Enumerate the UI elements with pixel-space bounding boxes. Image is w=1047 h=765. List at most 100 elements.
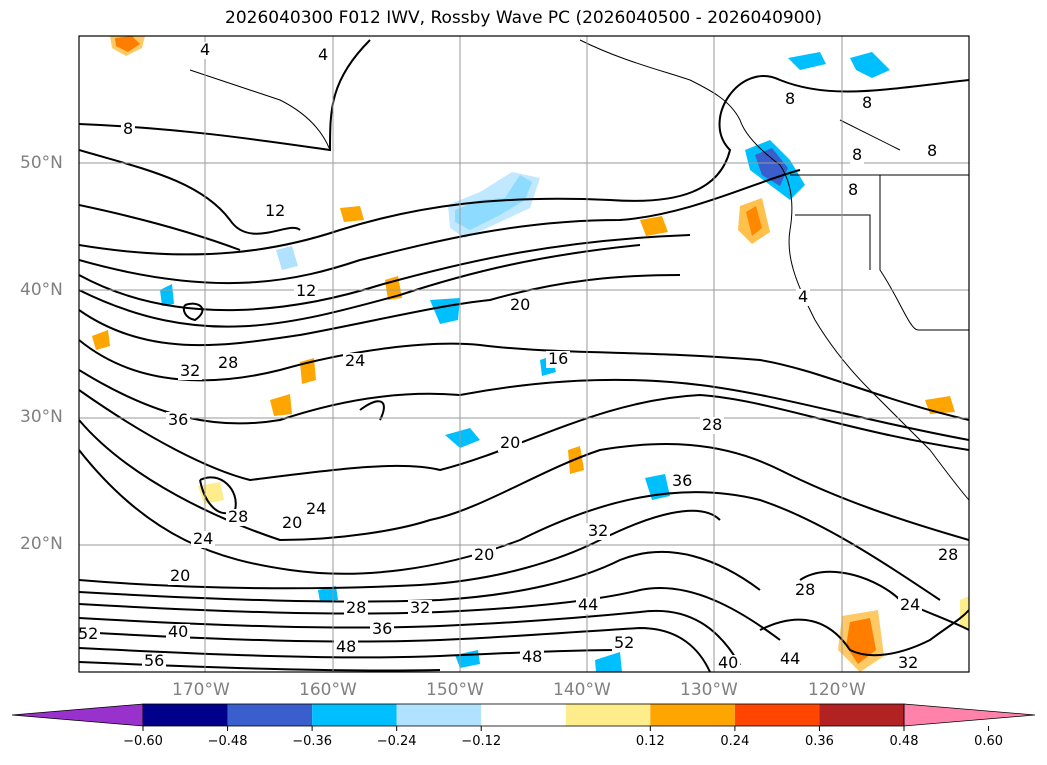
contour-label-bg <box>263 203 287 220</box>
contour-label: 36 <box>372 619 392 638</box>
contour-label: 8 <box>785 89 795 108</box>
contour-label-bg <box>850 147 864 164</box>
colorbar-outline <box>142 703 905 727</box>
contour-label: 20 <box>170 566 190 585</box>
contour-label: 32 <box>588 521 608 540</box>
contour-label-bg <box>508 297 532 314</box>
contour-label: 12 <box>296 281 316 300</box>
anomaly-shading <box>92 36 969 672</box>
contour-label-bg <box>520 649 544 666</box>
contour-label-bg <box>343 353 367 370</box>
contour-label-bg <box>280 515 304 532</box>
contour-label-bg <box>716 655 740 672</box>
contour-label: 32 <box>410 598 430 617</box>
contour-label-bg <box>216 355 240 372</box>
contour-label: 28 <box>218 353 238 372</box>
colorbar-segment <box>481 704 566 726</box>
lon-label-160: 160°W <box>299 680 357 700</box>
contour-label: 8 <box>852 145 862 164</box>
contour-label-bg <box>586 523 610 540</box>
contour-label-bg <box>121 121 135 138</box>
colorbar-tick-label: −0.36 <box>292 734 333 749</box>
colorbar-tick-label: 0.48 <box>889 734 919 749</box>
contour-label: 4 <box>318 45 328 64</box>
contour-label-bg <box>370 621 394 638</box>
contour-label: 40 <box>168 622 188 641</box>
contour-label: 4 <box>798 287 808 306</box>
contour-label-bg <box>191 531 215 548</box>
map-title: 2026040300 F012 IWV, Rossby Wave PC (202… <box>225 8 822 28</box>
contour-label-bg <box>166 412 190 429</box>
contour-label-bg <box>166 624 190 641</box>
lon-label-170: 170°W <box>172 680 230 700</box>
contour-label-bg <box>778 651 802 668</box>
contour-label: 56 <box>144 651 164 670</box>
contour-label: 32 <box>180 361 200 380</box>
contour-label: 28 <box>346 598 366 617</box>
contour-label: 4 <box>200 40 210 59</box>
colorbar-tick-label: −0.60 <box>123 734 163 749</box>
contour-label-bg <box>796 289 810 306</box>
colorbar-tick-label: −0.24 <box>376 734 417 749</box>
contour-label: 8 <box>862 93 872 112</box>
contour-label: 36 <box>672 471 692 490</box>
colorbar-tick-label: −0.12 <box>461 734 502 749</box>
contour-label-bg <box>344 600 368 617</box>
contour-label: 36 <box>168 410 188 429</box>
colorbar-segment <box>312 704 397 726</box>
contour-label-bg <box>304 501 328 518</box>
contour-label: 12 <box>265 201 285 220</box>
contour-label: 24 <box>193 529 213 548</box>
contour-label-bg <box>178 363 202 380</box>
contour-label: 24 <box>306 499 326 518</box>
contour-label: 20 <box>474 545 494 564</box>
lat-label-30: 30°N <box>20 407 63 427</box>
contour-label: 28 <box>702 415 722 434</box>
contour-label-bg <box>936 547 960 564</box>
contour-label: 20 <box>510 295 530 314</box>
contour-label-bg <box>576 597 600 614</box>
contour-label: 52 <box>614 633 634 652</box>
lon-label-140: 140°W <box>553 680 611 700</box>
contour-label-bg <box>142 653 166 670</box>
colorbar <box>11 703 1036 731</box>
colorbar-tick-label: 0.36 <box>804 734 834 749</box>
contour-label-bg <box>896 655 920 672</box>
contour-label-bg <box>226 509 250 526</box>
contour-label-bg <box>79 626 100 643</box>
contour-label: 24 <box>345 351 365 370</box>
contour-label: 28 <box>795 580 815 599</box>
contour-label-bg <box>316 47 330 64</box>
contour-label: 8 <box>848 180 858 199</box>
contour-label-bg <box>198 42 212 59</box>
lat-label-20: 20°N <box>20 534 63 554</box>
contour-label-bg <box>925 143 939 160</box>
contour-label-bg <box>898 597 922 614</box>
contour-label-bg <box>846 182 860 199</box>
contour-label: 32 <box>898 653 918 672</box>
contour-label-bg <box>472 547 496 564</box>
colorbar-segment <box>565 704 651 726</box>
colorbar-segment <box>396 704 482 726</box>
gridlines <box>79 36 969 672</box>
contour-label-bg <box>168 568 192 585</box>
contour-label: 28 <box>938 545 958 564</box>
contour-label: 52 <box>78 624 98 643</box>
contour-label-bg <box>793 582 817 599</box>
lon-label-130: 130°W <box>680 680 738 700</box>
lon-label-150: 150°W <box>426 680 484 700</box>
contour-label: 24 <box>900 595 920 614</box>
colorbar-segment <box>819 704 904 726</box>
contour-label-bg <box>546 351 570 368</box>
contour-label-bg <box>294 283 318 300</box>
colorbar-arrow-right <box>903 703 1036 727</box>
contour-label-bg <box>700 417 724 434</box>
contour-label-bg <box>408 600 432 617</box>
colorbar-segment <box>734 704 820 726</box>
colorbar-tick-label: 0.60 <box>974 734 1004 749</box>
contour-label-bg <box>860 95 874 112</box>
colorbar-tick-label: −0.48 <box>207 734 248 749</box>
colorbar-arrow-left <box>11 703 144 727</box>
